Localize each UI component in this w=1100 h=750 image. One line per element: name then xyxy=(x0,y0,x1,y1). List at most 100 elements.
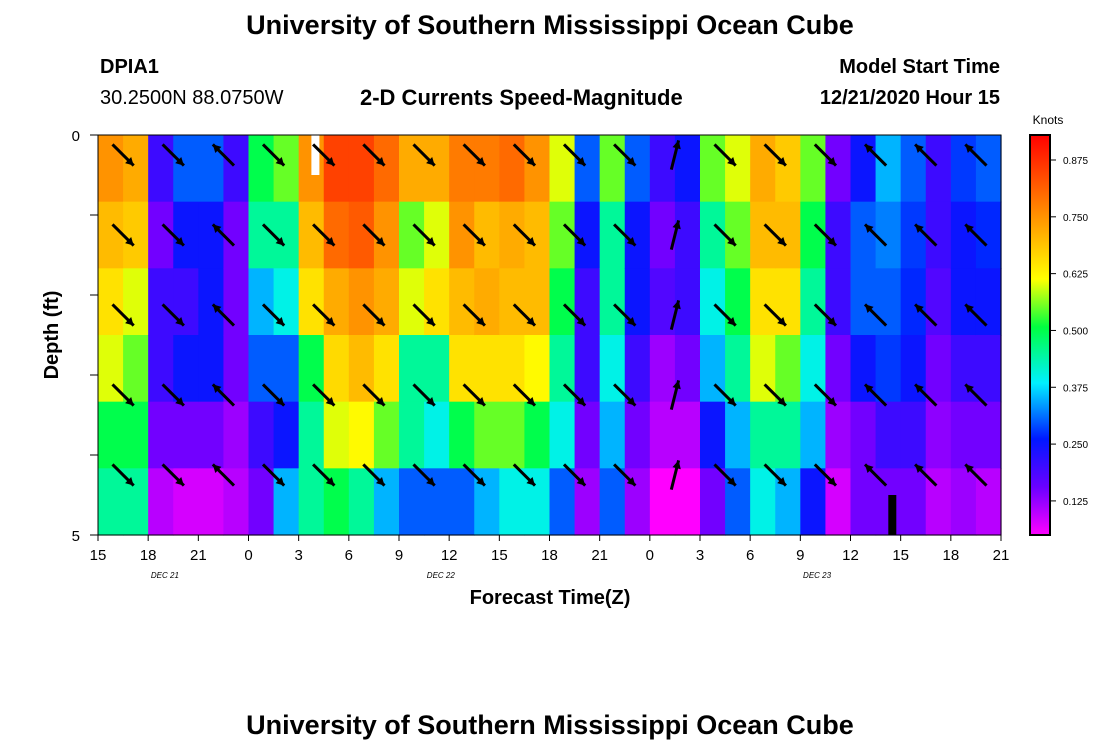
x-tick-label: 9 xyxy=(796,547,804,564)
heat-cell xyxy=(775,335,801,403)
heat-cell xyxy=(750,201,776,269)
current-arrow-head xyxy=(777,397,786,406)
heat-cell xyxy=(574,335,601,403)
heat-cell xyxy=(248,201,275,269)
heat-cell xyxy=(474,335,500,403)
x-tick-label: 12 xyxy=(441,547,458,564)
heat-cell xyxy=(825,401,852,469)
current-arrow-head xyxy=(626,157,636,166)
current-arrow-head xyxy=(275,237,285,246)
footer-title: University of Southern Mississippi Ocean… xyxy=(246,710,854,740)
heat-cell xyxy=(424,335,450,403)
current-arrow-head xyxy=(426,477,435,486)
current-arrow-head xyxy=(526,237,535,246)
heat-cell xyxy=(975,135,1002,203)
heat-cell xyxy=(248,401,275,469)
current-arrow-head xyxy=(325,237,335,246)
current-arrow-head xyxy=(777,317,786,326)
heat-cell xyxy=(624,335,651,403)
colorbar-tick-label: 0.750 xyxy=(1063,213,1088,224)
current-arrow-head xyxy=(375,237,385,246)
current-arrow-head xyxy=(727,317,736,326)
heat-cell xyxy=(399,268,425,336)
heat-cell xyxy=(524,201,551,269)
heat-cell xyxy=(123,268,149,336)
current-arrow-head xyxy=(865,384,874,393)
heat-cell xyxy=(223,335,250,403)
current-arrow-head xyxy=(375,397,385,406)
heat-cell xyxy=(223,135,250,203)
heat-cell xyxy=(649,401,676,469)
heat-cell xyxy=(950,401,977,469)
plot-title: 2-D Currents Speed-Magnitude xyxy=(360,85,683,110)
heat-cell xyxy=(975,201,1002,269)
heat-cell xyxy=(449,401,475,469)
heat-cell xyxy=(399,468,425,536)
heat-cell xyxy=(348,268,375,336)
current-arrows xyxy=(111,140,988,490)
heat-cell xyxy=(173,401,199,469)
heat-cell xyxy=(348,468,375,536)
heat-cell xyxy=(173,135,199,203)
current-arrow-head xyxy=(727,237,736,246)
heat-cell xyxy=(900,201,927,269)
current-arrow-head xyxy=(476,237,485,246)
colorbar-tick-label: 0.625 xyxy=(1063,270,1088,281)
heat-cell xyxy=(399,201,425,269)
heat-cell xyxy=(424,135,450,203)
current-arrow-head xyxy=(827,397,836,406)
heat-cell xyxy=(800,468,827,536)
colorbar-tick-label: 0.500 xyxy=(1063,326,1088,337)
colorbar: Knots 0.875 0.750 0.625 0.500 0.375 0.250 0.12… xyxy=(1029,113,1088,536)
heat-cell xyxy=(123,201,149,269)
heat-cell xyxy=(424,268,450,336)
heat-cell xyxy=(499,201,526,269)
heat-cell xyxy=(775,201,801,269)
current-arrow-head xyxy=(275,477,285,486)
current-arrow-head xyxy=(375,477,385,486)
heat-cell xyxy=(925,401,952,469)
heat-cell xyxy=(449,468,475,536)
heat-cell xyxy=(148,468,174,536)
y-tick-label-5: 5 xyxy=(72,528,80,545)
x-tick-label: 6 xyxy=(746,547,754,564)
x-tick-label: 21 xyxy=(190,547,207,564)
current-arrow-head xyxy=(212,384,222,393)
heat-cell xyxy=(148,268,174,336)
current-arrow-head xyxy=(212,464,222,473)
x-tick-label: 6 xyxy=(345,547,353,564)
current-arrow-head xyxy=(275,317,285,326)
current-arrow-head xyxy=(125,317,134,326)
model-start-value: 12/21/2020 Hour 15 xyxy=(819,87,1000,109)
heat-cell xyxy=(574,201,601,269)
current-arrow-head xyxy=(212,304,222,313)
y-tick-label-0: 0 xyxy=(72,128,80,145)
heat-cell xyxy=(549,201,576,269)
x-tick-label: 0 xyxy=(244,547,252,564)
heat-cell xyxy=(725,335,751,403)
heat-cell xyxy=(198,135,225,203)
current-arrow-head xyxy=(476,157,485,166)
current-arrow-head xyxy=(426,317,435,326)
heat-cell xyxy=(373,201,400,269)
heat-cell xyxy=(800,135,827,203)
heat-cell xyxy=(975,401,1002,469)
heat-cell xyxy=(925,268,952,336)
heat-cell xyxy=(975,335,1002,403)
current-arrow-head xyxy=(965,384,974,393)
current-arrow-head xyxy=(125,477,134,486)
heat-cell xyxy=(323,201,350,269)
current-arrow-head xyxy=(175,157,184,166)
current-arrow-head xyxy=(175,397,184,406)
heat-cell xyxy=(98,268,124,336)
heat-cell xyxy=(925,201,952,269)
date-label: DEC 23 xyxy=(803,571,832,580)
current-arrow-head xyxy=(526,317,535,326)
heat-cell xyxy=(148,401,174,469)
x-tick-label: 9 xyxy=(395,547,403,564)
missing-data-marker xyxy=(311,135,320,175)
heat-cell xyxy=(298,201,325,269)
current-arrow-head xyxy=(476,477,485,486)
heat-cell xyxy=(123,135,149,203)
heat-cell xyxy=(223,268,250,336)
